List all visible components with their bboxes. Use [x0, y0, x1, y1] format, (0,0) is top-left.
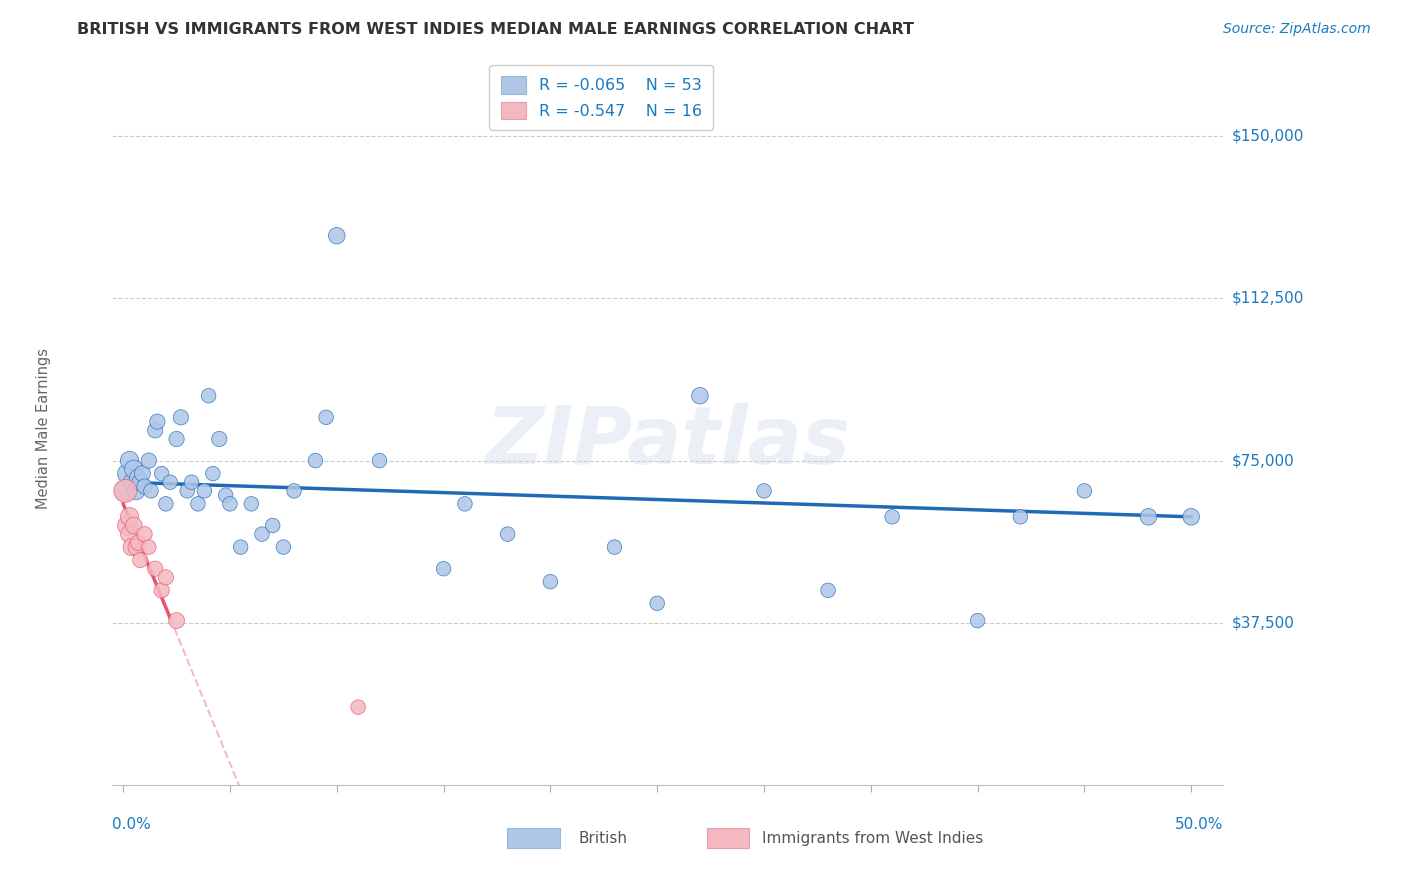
Text: ZIPatlas: ZIPatlas [485, 403, 851, 482]
Point [170, 410, 193, 425]
Point [143, 562, 166, 576]
Point [273, 540, 295, 554]
Point [689, 389, 711, 403]
Point [208, 432, 231, 446]
Point [143, 423, 166, 437]
Point [645, 596, 668, 610]
Point [150, 583, 173, 598]
Point [138, 453, 160, 467]
Point [283, 483, 305, 498]
Point [166, 432, 188, 446]
Text: BRITISH VS IMMIGRANTS FROM WEST INDIES MEDIAN MALE EARNINGS CORRELATION CHART: BRITISH VS IMMIGRANTS FROM WEST INDIES M… [77, 22, 914, 37]
Text: $37,500: $37,500 [1232, 615, 1295, 631]
Point [127, 535, 149, 549]
Point [219, 497, 242, 511]
Text: Immigrants from West Indies: Immigrants from West Indies [762, 831, 984, 846]
Point [262, 518, 284, 533]
Point [122, 518, 145, 533]
Point [215, 488, 238, 502]
Point [125, 483, 148, 498]
Point [122, 462, 145, 476]
Text: 50.0%: 50.0% [1175, 817, 1223, 832]
Point [118, 527, 141, 541]
Text: British: British [579, 831, 628, 846]
Point [180, 475, 202, 490]
Point [1010, 509, 1032, 524]
Point [139, 483, 162, 498]
Point [326, 228, 349, 243]
Point [187, 497, 209, 511]
Point [304, 453, 326, 467]
Point [118, 453, 141, 467]
FancyBboxPatch shape [707, 829, 749, 848]
Point [197, 389, 219, 403]
Point [134, 527, 156, 541]
Text: 0.0%: 0.0% [112, 817, 152, 832]
Point [129, 553, 152, 567]
Point [882, 509, 904, 524]
Point [117, 518, 139, 533]
Legend: R = -0.065    N = 53, R = -0.547    N = 16: R = -0.065 N = 53, R = -0.547 N = 16 [489, 65, 713, 130]
Point [118, 509, 141, 524]
Point [229, 540, 252, 554]
Point [134, 479, 156, 493]
Point [240, 497, 263, 511]
Point [538, 574, 561, 589]
Point [315, 410, 337, 425]
Point [966, 614, 988, 628]
Point [432, 562, 454, 576]
Point [121, 475, 143, 490]
Point [114, 483, 136, 498]
Point [121, 540, 143, 554]
Point [201, 467, 224, 481]
Text: Median Male Earnings: Median Male Earnings [37, 348, 51, 508]
Point [125, 540, 148, 554]
Point [131, 467, 153, 481]
FancyBboxPatch shape [506, 829, 560, 848]
Point [129, 475, 152, 490]
Point [166, 614, 188, 628]
Text: $150,000: $150,000 [1232, 128, 1305, 144]
Point [454, 497, 477, 511]
Point [496, 527, 519, 541]
Point [193, 483, 215, 498]
Point [1137, 509, 1160, 524]
Point [817, 583, 839, 598]
Point [138, 540, 160, 554]
Point [1180, 509, 1202, 524]
Point [127, 471, 149, 485]
Point [150, 467, 173, 481]
Point [159, 475, 181, 490]
Point [146, 415, 169, 429]
Point [1073, 483, 1095, 498]
Text: Source: ZipAtlas.com: Source: ZipAtlas.com [1223, 22, 1371, 37]
Point [368, 453, 391, 467]
Point [155, 570, 177, 584]
Point [250, 527, 273, 541]
Point [752, 483, 775, 498]
Point [603, 540, 626, 554]
Text: $75,000: $75,000 [1232, 453, 1295, 468]
Point [176, 483, 198, 498]
Point [114, 483, 136, 498]
Point [347, 700, 370, 714]
Point [117, 467, 139, 481]
Point [155, 497, 177, 511]
Text: $112,500: $112,500 [1232, 291, 1305, 306]
